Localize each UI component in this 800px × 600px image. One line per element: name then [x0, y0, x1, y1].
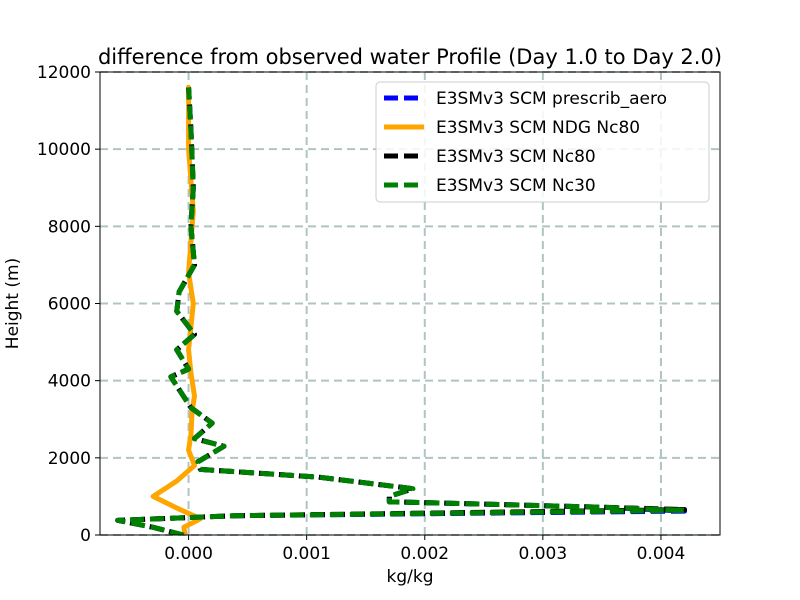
legend-label: E3SMv3 SCM Nc80 — [436, 147, 596, 167]
legend-label: E3SMv3 SCM prescrib_aero — [436, 89, 667, 109]
y-tick-label: 8000 — [48, 217, 91, 237]
legend-label: E3SMv3 SCM NDG Nc80 — [436, 118, 640, 138]
x-axis-title: kg/kg — [387, 567, 434, 587]
y-axis-title: Height (m) — [3, 258, 23, 349]
y-tick-label: 6000 — [48, 295, 91, 315]
y-tick-label: 4000 — [48, 372, 91, 392]
x-tick-label: 0.001 — [282, 544, 331, 564]
legend-box — [375, 81, 710, 203]
legend-label: E3SMv3 SCM Nc30 — [436, 176, 596, 196]
x-tick-label: 0.004 — [637, 544, 686, 564]
series-line-3 — [115, 87, 688, 535]
y-tick-label: 10000 — [37, 140, 91, 160]
axis-ticks: 0.000 0.001 0.002 0.003 0.004 0 2000 4000 6000 80… — [37, 63, 685, 564]
x-tick-label: 0.002 — [400, 544, 449, 564]
y-tick-label: 2000 — [48, 449, 91, 469]
chart-title: difference from observed water Profile (… — [98, 45, 722, 69]
series-lines — [115, 84, 688, 535]
x-tick-label: 0.003 — [519, 544, 568, 564]
y-tick-label: 12000 — [37, 63, 91, 83]
y-tick-label: 0 — [80, 526, 91, 546]
legend: E3SMv3 SCM prescrib_aero E3SMv3 SCM NDG N… — [375, 81, 710, 203]
x-tick-label: 0.000 — [164, 544, 213, 564]
